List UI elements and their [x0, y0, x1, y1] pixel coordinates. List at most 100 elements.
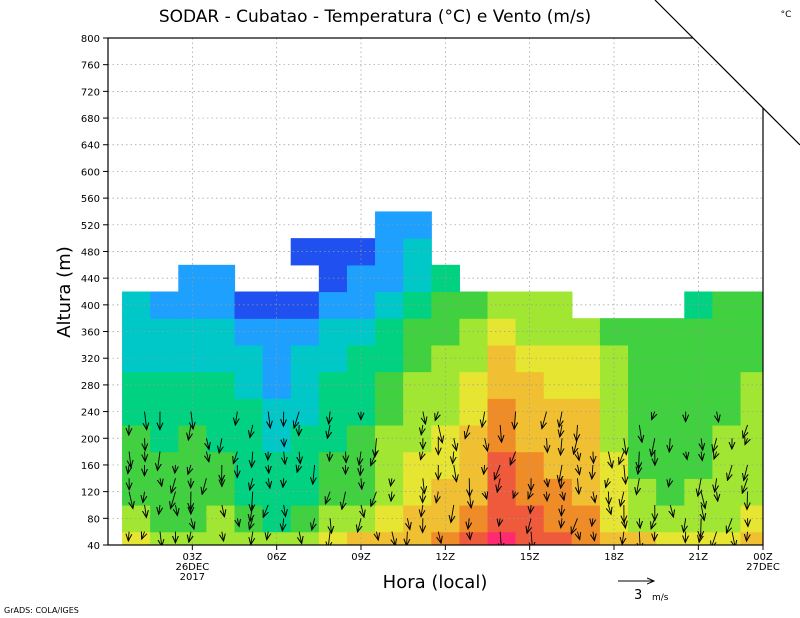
wind-arrow — [267, 531, 269, 540]
wind-arrow — [284, 504, 286, 517]
wind-arrow — [438, 531, 441, 544]
wind-arrow — [406, 531, 407, 545]
wind-arrow — [435, 411, 438, 421]
wind-arrow — [252, 451, 253, 468]
x-tick-date-label: 26DEC — [175, 562, 209, 573]
wind-arrow — [465, 424, 469, 439]
wind-arrow — [299, 531, 301, 544]
wind-arrow — [145, 411, 147, 430]
wind-arrow — [547, 491, 548, 501]
y-tick-label: 360 — [81, 328, 100, 339]
temperature-cell — [628, 504, 657, 533]
y-tick-label: 320 — [81, 354, 100, 365]
wind-arrow — [469, 531, 470, 540]
wind-arrow — [513, 492, 515, 498]
wind-arrow — [593, 531, 595, 541]
temperature-cell — [150, 398, 179, 426]
wind-arrow — [376, 531, 378, 540]
wind-arrow — [359, 451, 361, 465]
wind-arrow — [670, 504, 673, 517]
temperature-cell — [740, 531, 763, 545]
temperature-cell — [122, 531, 151, 545]
wind-arrow — [250, 424, 253, 438]
wind-arrow — [668, 478, 670, 486]
y-tick-label: 200 — [81, 434, 100, 445]
wind-arrow — [171, 491, 176, 509]
wind-arrow — [222, 504, 225, 517]
wind-arrow — [361, 478, 362, 489]
y-tick-label: 680 — [81, 114, 100, 125]
y-tick-label: 520 — [81, 221, 100, 232]
wind-arrow — [454, 464, 457, 482]
wind-arrow — [142, 532, 145, 539]
wind-arrow — [329, 411, 330, 424]
temperature-cell — [375, 424, 404, 453]
wind-arrow — [593, 451, 594, 463]
wind-vectors — [128, 411, 748, 545]
wind-arrow — [283, 478, 284, 487]
temperature-cell — [628, 478, 657, 506]
x-tick-label: 00Z — [753, 552, 773, 563]
wind-arrow — [624, 438, 627, 454]
wind-arrow — [358, 518, 361, 532]
wind-arrow — [145, 451, 146, 462]
y-tick-label: 480 — [81, 247, 100, 258]
temperature-cell — [403, 424, 432, 453]
temperature-cell — [150, 318, 179, 346]
temperature-cell — [403, 291, 432, 319]
temperature-cell — [543, 531, 573, 545]
x-tick-label: 12Z — [436, 552, 456, 563]
x-tick-label: 15Z — [520, 552, 540, 563]
temperature-cell — [403, 211, 432, 239]
wind-arrow — [698, 478, 701, 496]
wind-arrow — [251, 491, 252, 512]
temperature-cell — [290, 318, 320, 346]
temperature-cell — [487, 291, 517, 319]
wind-arrow — [528, 492, 531, 499]
y-tick-label: 80 — [87, 514, 100, 525]
temperature-cell — [487, 531, 517, 545]
wind-arrow — [159, 504, 160, 514]
wind-arrow — [717, 411, 719, 422]
wind-arrow — [577, 478, 578, 494]
wind-arrow — [622, 531, 624, 545]
y-tick-label: 400 — [81, 301, 100, 312]
wind-arrow — [624, 464, 626, 484]
wind-arrow — [482, 411, 485, 427]
wind-arrow — [206, 451, 209, 462]
wind-arrow — [527, 518, 531, 533]
temperature-cell — [375, 398, 404, 426]
wind-arrow — [191, 518, 194, 529]
x-axis-label: Hora (local) — [383, 572, 488, 593]
x-tick-label: 03Z — [183, 552, 203, 563]
wind-arrow — [327, 424, 330, 438]
y-axis-ticks: 40 80 120 160 200 240 280 320 360 400 440 480 520 560… — [81, 34, 108, 552]
temperature-cell — [487, 398, 517, 426]
wind-arrow — [715, 478, 717, 492]
x-tick-label: 21Z — [689, 552, 709, 563]
temperature-cell — [375, 531, 404, 545]
legend-unit: °C — [781, 10, 792, 20]
temperature-cell — [403, 264, 432, 293]
wind-arrow — [636, 478, 639, 494]
temperature-cell — [290, 344, 320, 373]
wind-arrow — [268, 464, 269, 473]
wind-arrow — [392, 531, 395, 545]
wind-arrow — [129, 451, 131, 468]
wind-arrow — [325, 491, 330, 504]
temperature-cell — [712, 291, 742, 319]
wind-arrow — [745, 438, 748, 444]
temperature-cell — [375, 344, 404, 373]
temperature-cell — [375, 504, 404, 533]
temperature-cell — [375, 291, 404, 319]
wind-arrow — [361, 504, 364, 517]
temperature-cell — [150, 424, 179, 453]
wind-arrow — [639, 424, 642, 442]
wind-arrow — [284, 451, 285, 465]
y-tick-label: 560 — [81, 194, 100, 205]
temperature-cell — [571, 531, 601, 545]
wind-arrow — [669, 438, 670, 452]
wind-arrow — [561, 504, 562, 516]
wind-arrow — [145, 438, 146, 450]
